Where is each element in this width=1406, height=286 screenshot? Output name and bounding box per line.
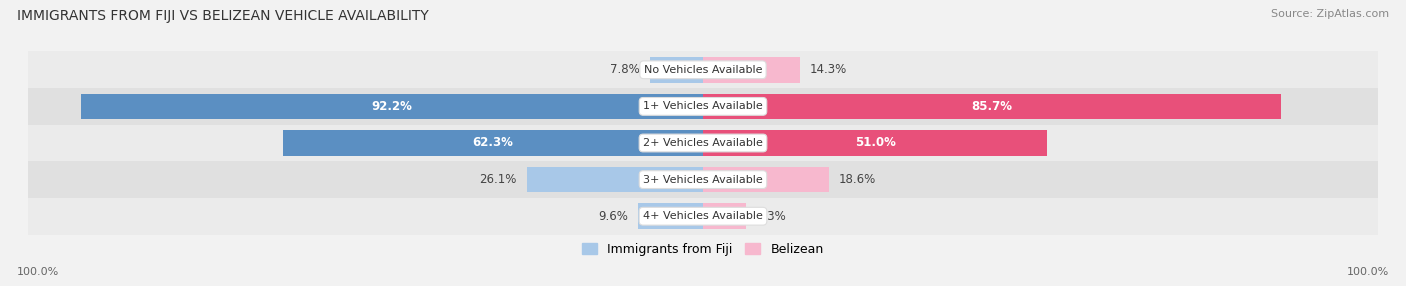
- Text: 51.0%: 51.0%: [855, 136, 896, 150]
- Bar: [283, 130, 703, 156]
- Text: 85.7%: 85.7%: [972, 100, 1012, 113]
- Text: No Vehicles Available: No Vehicles Available: [644, 65, 762, 75]
- Bar: [28, 161, 1378, 198]
- Bar: [703, 167, 828, 192]
- Text: 3+ Vehicles Available: 3+ Vehicles Available: [643, 175, 763, 184]
- Text: 2+ Vehicles Available: 2+ Vehicles Available: [643, 138, 763, 148]
- Text: 14.3%: 14.3%: [810, 63, 846, 76]
- Bar: [703, 57, 800, 83]
- Bar: [28, 198, 1378, 235]
- Bar: [28, 51, 1378, 88]
- Bar: [703, 130, 1047, 156]
- Text: 4+ Vehicles Available: 4+ Vehicles Available: [643, 211, 763, 221]
- Bar: [80, 94, 703, 119]
- Text: Source: ZipAtlas.com: Source: ZipAtlas.com: [1271, 9, 1389, 19]
- Text: 26.1%: 26.1%: [479, 173, 517, 186]
- Text: 92.2%: 92.2%: [371, 100, 412, 113]
- Text: 9.6%: 9.6%: [598, 210, 628, 223]
- Text: 7.8%: 7.8%: [610, 63, 640, 76]
- Text: 100.0%: 100.0%: [1347, 267, 1389, 277]
- Text: 6.3%: 6.3%: [755, 210, 786, 223]
- Text: 62.3%: 62.3%: [472, 136, 513, 150]
- Bar: [638, 203, 703, 229]
- Legend: Immigrants from Fiji, Belizean: Immigrants from Fiji, Belizean: [582, 243, 824, 256]
- Text: IMMIGRANTS FROM FIJI VS BELIZEAN VEHICLE AVAILABILITY: IMMIGRANTS FROM FIJI VS BELIZEAN VEHICLE…: [17, 9, 429, 23]
- Bar: [703, 94, 1281, 119]
- Bar: [703, 203, 745, 229]
- Text: 100.0%: 100.0%: [17, 267, 59, 277]
- Text: 1+ Vehicles Available: 1+ Vehicles Available: [643, 102, 763, 111]
- Bar: [28, 125, 1378, 161]
- Text: 18.6%: 18.6%: [838, 173, 876, 186]
- Bar: [651, 57, 703, 83]
- Bar: [28, 88, 1378, 125]
- Bar: [527, 167, 703, 192]
